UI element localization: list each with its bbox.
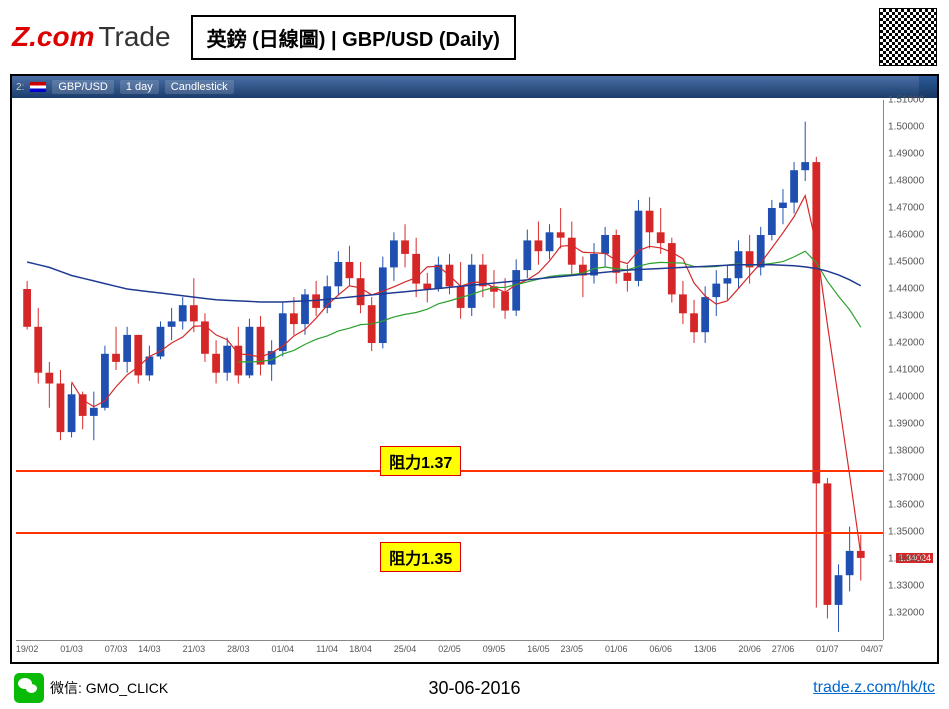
x-tick: 01/04 xyxy=(272,644,295,654)
y-tick: 1.33000 xyxy=(888,581,924,592)
qr-code xyxy=(879,8,937,66)
toolbar-chart-type[interactable]: Candlestick xyxy=(165,80,234,94)
y-tick: 1.44000 xyxy=(888,284,924,295)
header: Z.comTrade 英鎊 (日線圖) | GBP/USD (Daily) xyxy=(0,0,949,74)
x-tick: 25/04 xyxy=(394,644,417,654)
x-tick: 07/03 xyxy=(105,644,128,654)
y-tick: 1.41000 xyxy=(888,365,924,376)
y-tick: 1.45000 xyxy=(888,257,924,268)
chart-container: 2: GBP/USD 1 day Candlestick MA(5)MA(20)… xyxy=(10,74,939,664)
x-tick: 04/07 xyxy=(861,644,884,654)
y-tick: 1.48000 xyxy=(888,176,924,187)
x-tick: 09/05 xyxy=(483,644,506,654)
x-tick: 14/03 xyxy=(138,644,161,654)
x-tick: 20/06 xyxy=(738,644,761,654)
x-tick: 02/05 xyxy=(438,644,461,654)
y-tick: 1.32000 xyxy=(888,608,924,619)
y-axis: 1.32000 1.33000 1.34000 1.35000 1.36000 1.370… xyxy=(883,100,937,640)
toolbar-pair[interactable]: GBP/USD xyxy=(52,80,114,94)
toolbar-timeframe[interactable]: 1 day xyxy=(120,80,159,94)
y-tick: 1.42000 xyxy=(888,338,924,349)
footer: 微信: GMO_CLICK 30-06-2016 trade.z.com/hk/… xyxy=(0,667,949,709)
y-tick: 1.46000 xyxy=(888,230,924,241)
x-tick: 18/04 xyxy=(349,644,372,654)
x-tick: 21/03 xyxy=(183,644,206,654)
x-tick: 06/06 xyxy=(649,644,672,654)
y-tick: 1.37000 xyxy=(888,473,924,484)
logo-z: Z xyxy=(12,21,29,52)
logo-trade: Trade xyxy=(98,21,170,52)
x-tick: 19/02 xyxy=(16,644,39,654)
footer-link[interactable]: trade.z.com/hk/tc xyxy=(813,679,935,697)
footer-date: 30-06-2016 xyxy=(428,678,520,699)
plot-area[interactable]: 阻力1.37阻力1.351.340401.34024 xyxy=(16,100,883,640)
y-tick: 1.35000 xyxy=(888,527,924,538)
x-tick: 28/03 xyxy=(227,644,250,654)
x-tick: 23/05 xyxy=(561,644,584,654)
y-tick: 1.50000 xyxy=(888,122,924,133)
x-tick: 13/06 xyxy=(694,644,717,654)
page-title: 英鎊 (日線圖) | GBP/USD (Daily) xyxy=(191,15,516,60)
y-tick: 1.43000 xyxy=(888,311,924,322)
y-tick: 1.51000 xyxy=(888,95,924,106)
y-tick: 1.40000 xyxy=(888,392,924,403)
x-tick: 01/07 xyxy=(816,644,839,654)
x-tick: 11/04 xyxy=(316,644,338,654)
flag-icon xyxy=(30,82,46,92)
y-tick: 1.36000 xyxy=(888,500,924,511)
chart-toolbar: 2: GBP/USD 1 day Candlestick xyxy=(12,76,937,98)
wechat-label: 微信: GMO_CLICK xyxy=(50,678,168,698)
y-tick: 1.34000 xyxy=(888,554,924,565)
x-axis: 19/02 01/03 07/03 14/03 21/03 28/03 01/04 11/04… xyxy=(16,640,883,662)
logo-com: .com xyxy=(29,21,94,52)
y-tick: 1.47000 xyxy=(888,203,924,214)
annotation-label: 阻力1.35 xyxy=(380,542,461,572)
y-tick: 1.39000 xyxy=(888,419,924,430)
y-tick: 1.38000 xyxy=(888,446,924,457)
resistance-line xyxy=(16,532,883,534)
y-tick: 1.49000 xyxy=(888,149,924,160)
x-tick: 27/06 xyxy=(772,644,795,654)
x-tick: 01/06 xyxy=(605,644,628,654)
toolbar-index: 2: xyxy=(16,82,24,93)
x-tick: 16/05 xyxy=(527,644,550,654)
wechat-icon xyxy=(14,673,44,703)
logo: Z.comTrade xyxy=(12,21,171,53)
x-tick: 01/03 xyxy=(60,644,83,654)
annotation-label: 阻力1.37 xyxy=(380,446,461,476)
